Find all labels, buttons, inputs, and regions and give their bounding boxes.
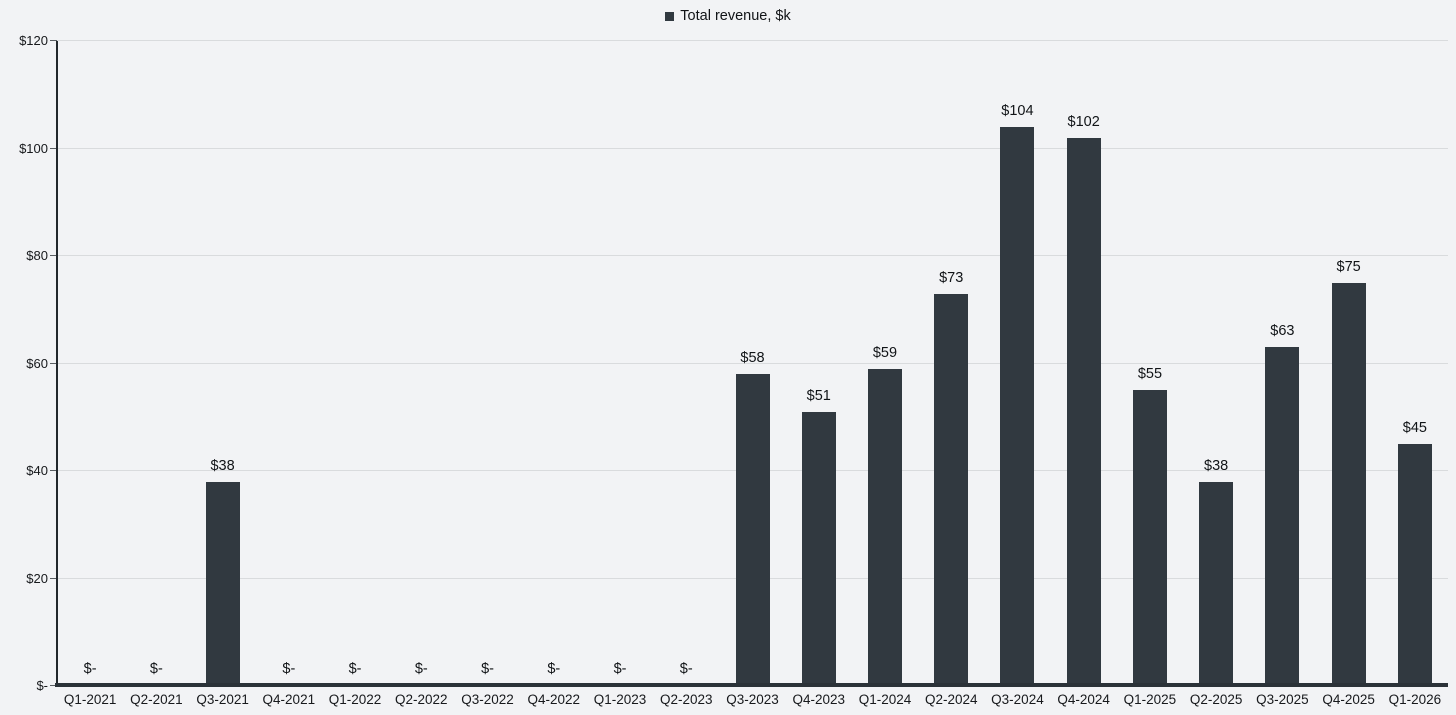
x-axis-tick-label-q3-2022: Q3-2022 (461, 692, 514, 707)
bar-value-label-q3-2024: $104 (1001, 103, 1034, 119)
x-axis-tick-label-q1-2026: Q1-2026 (1388, 692, 1442, 707)
x-axis-tick-label-q2-2025: Q2-2025 (1189, 692, 1243, 707)
x-axis-tick-label-q3-2021: Q3-2021 (196, 692, 249, 707)
bar-value-label-q4-2022: $- (547, 661, 561, 677)
x-axis-tick-label-q2-2022: Q2-2022 (395, 692, 448, 707)
bar-q1-2026[interactable] (1397, 444, 1432, 686)
x-axis-tick-label-q4-2021: Q4-2021 (262, 692, 316, 707)
bar-value-label-q4-2024: $102 (1067, 113, 1100, 130)
chart-legend[interactable]: Total revenue, $k (0, 7, 1456, 25)
y-axis-tick-label: $- (36, 678, 48, 693)
y-axis-tick (50, 685, 57, 686)
x-axis-tick-label-q4-2024: Q4-2024 (1057, 692, 1110, 707)
x-axis-tick-label-q1-2021: Q1-2021 (63, 692, 117, 707)
bar-value-label-q1-2025: $55 (1137, 366, 1163, 383)
x-axis-tick-label-q4-2022: Q4-2022 (527, 692, 581, 707)
x-axis-line (55, 683, 1448, 687)
y-axis-tick (50, 470, 57, 471)
bar-value-label-q2-2024: $73 (939, 269, 964, 286)
bar-q1-2024[interactable] (867, 368, 902, 686)
bar-value-label-q1-2021: $- (83, 661, 97, 677)
bar-q4-2023[interactable] (801, 411, 836, 686)
bar-q3-2024[interactable] (1000, 127, 1035, 686)
x-axis-tick-label-q2-2024: Q2-2024 (924, 692, 978, 707)
bar-q1-2025[interactable] (1132, 390, 1167, 686)
bar-value-label-q2-2023: $- (679, 661, 693, 677)
bar-value-label-q1-2024: $59 (872, 344, 898, 361)
x-axis-tick-label-q1-2024: Q1-2024 (858, 692, 912, 707)
bar-q3-2023[interactable] (735, 374, 770, 686)
gridline (57, 147, 1448, 149)
bar-q3-2025[interactable] (1265, 347, 1300, 686)
bar-value-label-q1-2023: $- (613, 661, 627, 677)
bar-value-label-q1-2026: $45 (1402, 420, 1427, 437)
y-axis-tick (50, 40, 57, 41)
y-axis-tick-label: $80 (26, 248, 48, 263)
bar-q3-2021[interactable] (205, 481, 240, 686)
y-axis-line (56, 41, 58, 687)
y-axis-tick-label: $20 (26, 570, 48, 586)
bar-q4-2024[interactable] (1066, 137, 1101, 686)
x-axis-tick-label-q1-2022: Q1-2022 (328, 692, 382, 707)
gridline (57, 40, 1448, 41)
y-axis-tick-label: $40 (26, 463, 48, 478)
x-axis-tick-label-q1-2023: Q1-2023 (593, 692, 647, 707)
y-axis-tick (50, 362, 57, 364)
x-axis-tick-label-q4-2025: Q4-2025 (1322, 692, 1375, 707)
y-axis-tick-label: $120 (19, 33, 48, 48)
bar-value-label-q4-2023: $51 (806, 387, 831, 404)
bar-value-label-q3-2021: $38 (210, 457, 235, 474)
bar-value-label-q1-2022: $- (348, 661, 362, 677)
y-axis-tick-label: $60 (26, 355, 48, 371)
x-axis-tick-label-q1-2025: Q1-2025 (1123, 692, 1177, 707)
bar-value-label-q4-2021: $- (282, 661, 296, 677)
bar-q2-2025[interactable] (1199, 481, 1234, 686)
x-axis-tick-label-q2-2021: Q2-2021 (130, 692, 183, 707)
x-axis-tick-label-q3-2024: Q3-2024 (991, 692, 1044, 707)
bar-q2-2024[interactable] (934, 293, 969, 686)
y-axis-tick (50, 147, 57, 149)
x-axis-tick-label-q4-2023: Q4-2023 (792, 692, 845, 707)
x-axis-tick-label-q3-2023: Q3-2023 (726, 692, 779, 707)
y-axis-tick-label: $100 (19, 140, 48, 156)
gridline (57, 255, 1448, 256)
bar-value-label-q4-2025: $75 (1336, 258, 1361, 275)
legend-series-label: Total revenue, $k (680, 8, 791, 24)
x-axis-tick-label-q2-2023: Q2-2023 (659, 692, 713, 707)
legend-series-marker-icon (665, 11, 675, 21)
bar-value-label-q3-2023: $58 (740, 350, 765, 367)
gridline (57, 362, 1448, 364)
bar-value-label-q2-2021: $- (149, 661, 163, 677)
y-axis-tick (50, 577, 57, 579)
bar-value-label-q2-2025: $38 (1204, 457, 1229, 474)
bar-value-label-q2-2022: $- (414, 661, 428, 677)
x-axis-tick-label-q3-2025: Q3-2025 (1256, 692, 1309, 707)
bar-q4-2025[interactable] (1331, 282, 1366, 686)
bar-value-label-q3-2022: $- (481, 661, 494, 677)
bar-value-label-q3-2025: $63 (1270, 323, 1295, 340)
y-axis-tick (50, 255, 57, 256)
